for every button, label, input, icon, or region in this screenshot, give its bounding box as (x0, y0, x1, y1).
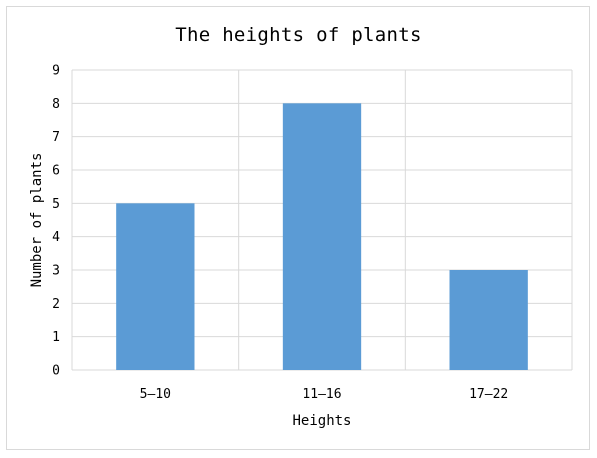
y-tick-label: 1 (52, 330, 60, 345)
y-tick-label: 6 (52, 164, 60, 179)
y-tick-label: 7 (52, 130, 60, 145)
y-tick-label: 3 (52, 264, 60, 279)
y-axis-ticks: 0 1 2 3 4 5 6 7 8 9 (52, 64, 60, 379)
x-tick-label: 5—10 (140, 387, 171, 402)
bars (116, 103, 528, 370)
x-axis-title: Heights (292, 413, 351, 429)
bar (282, 103, 362, 370)
x-tick-label: 17—22 (469, 387, 508, 402)
y-tick-label: 8 (52, 97, 60, 112)
x-tick-label: 11—16 (302, 387, 341, 402)
y-tick-label: 5 (52, 197, 60, 212)
x-axis-ticks: 5—10 11—16 17—22 (140, 387, 509, 402)
y-tick-label: 0 (52, 364, 60, 379)
chart-title: The heights of plants (175, 24, 422, 46)
y-axis-title: Number of plants (29, 153, 45, 288)
bar (116, 203, 195, 370)
bar (449, 270, 528, 370)
y-tick-label: 9 (52, 64, 60, 79)
y-tick-label: 2 (52, 297, 60, 312)
y-tick-label: 4 (52, 230, 60, 245)
